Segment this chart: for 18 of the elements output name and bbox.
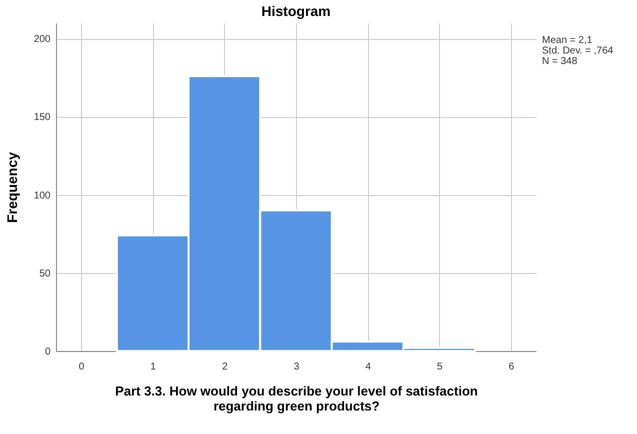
y-tick-label: 150 <box>34 112 51 124</box>
text: Mean = 2,1 <box>542 35 593 46</box>
x-tick-label: 0 <box>78 362 85 372</box>
x-tick-label: 3 <box>294 362 300 372</box>
x-tick-label: 4 <box>365 362 372 372</box>
y-tick-label: 50 <box>39 268 51 280</box>
x-tick-label: 1 <box>150 362 156 372</box>
x-axis-title: Part 3.3. How would you describe your level of satisfaction regarding green products? <box>115 384 478 414</box>
y-tick-label: 0 <box>44 346 51 358</box>
text: N = 348 <box>542 56 578 67</box>
y-tick-label: 100 <box>34 190 51 202</box>
x-tick-label: 5 <box>437 362 443 372</box>
text: Std. Dev. = ,764 <box>542 46 614 56</box>
y-tick-label: 200 <box>34 34 51 46</box>
chart-title: Histogram <box>261 3 331 19</box>
x-tick-label: 6 <box>508 362 515 372</box>
y-axis-title: Frequency <box>4 152 20 223</box>
x-tick-label: 2 <box>222 362 228 372</box>
